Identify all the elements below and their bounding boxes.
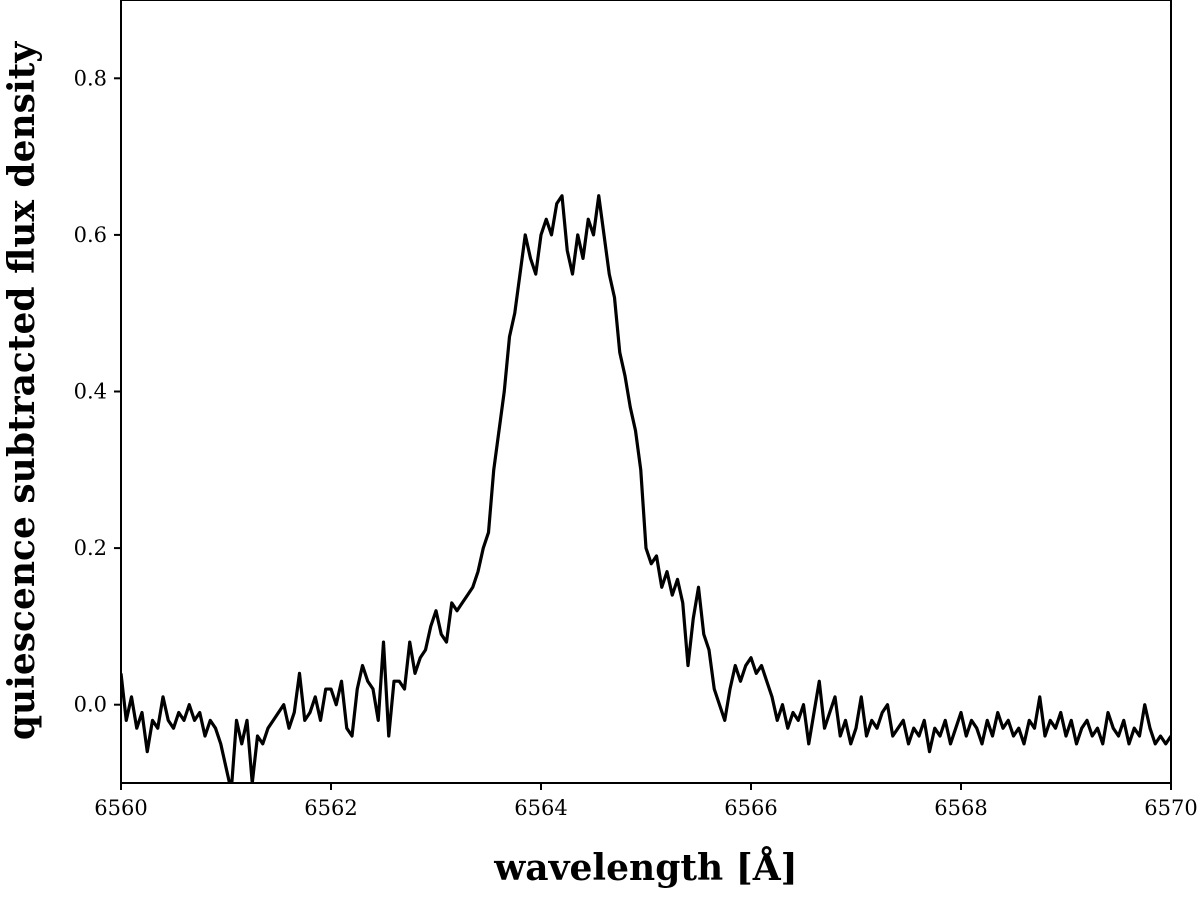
x-tick-label: 6568	[934, 796, 987, 820]
x-tick-label: 6566	[724, 796, 777, 820]
plot-frame	[120, 0, 1172, 784]
data-layer	[121, 194, 1171, 783]
y-axis-title: quiescence subtracted flux density	[1, 41, 43, 740]
x-tick-label: 6560	[94, 796, 147, 820]
y-axis: 0.0 0.2 0.4 0.6 0.8	[74, 66, 121, 717]
x-tick-label: 6564	[514, 796, 567, 820]
x-axis-title: wavelength [Å]	[493, 847, 797, 889]
series-line-0	[121, 194, 1171, 783]
x-tick-label: 6562	[304, 796, 357, 820]
x-axis: 6560 6562 6564 6566 6568 6570	[94, 783, 1198, 820]
y-tick-label: 0.0	[74, 693, 107, 717]
x-tick-label: 6570	[1144, 796, 1197, 820]
y-tick-label: 0.4	[74, 380, 107, 404]
y-tick-label: 0.2	[74, 536, 107, 560]
y-tick-label: 0.6	[74, 223, 107, 247]
y-tick-label: 0.8	[74, 66, 107, 90]
